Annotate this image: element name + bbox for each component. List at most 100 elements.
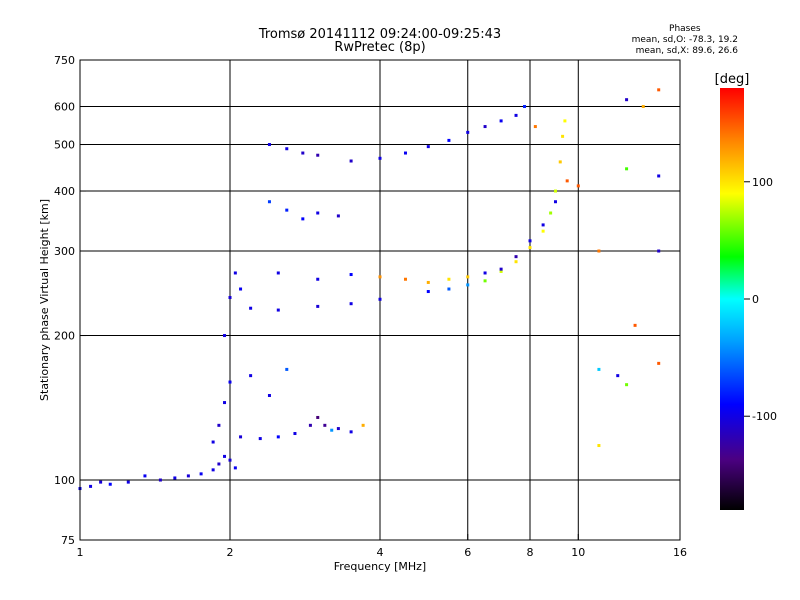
data-point <box>108 482 112 486</box>
y-axis-ticks: 75 100 200 300 400 500 600 750 <box>54 54 86 547</box>
x-tick-label: 6 <box>464 546 471 559</box>
data-point <box>499 267 503 271</box>
data-points <box>78 88 661 491</box>
data-point <box>316 153 320 157</box>
x-tick-label: 2 <box>227 546 234 559</box>
data-point <box>625 167 629 171</box>
data-point <box>499 119 503 123</box>
data-point <box>233 271 237 275</box>
data-point <box>217 462 221 466</box>
data-point <box>657 88 661 92</box>
y-tick-label: 100 <box>54 474 75 487</box>
data-point <box>426 280 430 284</box>
data-point <box>99 480 103 484</box>
data-point <box>625 98 629 102</box>
data-point <box>447 277 451 281</box>
data-point <box>223 334 227 338</box>
data-point <box>616 374 620 378</box>
data-point <box>657 174 661 178</box>
data-point <box>528 239 532 243</box>
data-point <box>323 423 327 427</box>
data-point <box>514 260 518 264</box>
data-point <box>199 472 203 476</box>
data-point <box>316 304 320 308</box>
data-point <box>211 468 215 472</box>
data-point <box>267 143 271 147</box>
y-tick-label: 600 <box>54 101 75 114</box>
data-point <box>657 361 661 365</box>
data-point <box>597 249 601 253</box>
data-point <box>349 302 353 306</box>
data-point <box>561 134 565 138</box>
grid-lines <box>80 60 680 540</box>
x-tick-label: 8 <box>527 546 534 559</box>
data-point <box>514 113 518 117</box>
phase-stats-x: mean, sd,X: 89.6, 26.6 <box>635 46 738 56</box>
data-point <box>336 214 340 218</box>
data-point <box>447 287 451 291</box>
data-point <box>641 105 645 109</box>
data-point <box>576 184 580 188</box>
y-tick-label: 750 <box>54 54 75 67</box>
data-point <box>285 367 289 371</box>
data-point <box>633 323 637 327</box>
data-point <box>228 458 232 462</box>
data-point <box>316 415 320 419</box>
data-point <box>403 277 407 281</box>
data-point <box>447 138 451 142</box>
data-point <box>285 208 289 212</box>
data-point <box>466 130 470 134</box>
data-point <box>565 179 569 183</box>
colorbar-tick-label: 100 <box>752 176 773 189</box>
x-tick-label: 10 <box>571 546 585 559</box>
colorbar-ticks: 100 0 -100 <box>744 176 777 423</box>
data-point <box>330 428 334 432</box>
y-tick-label: 500 <box>54 139 75 152</box>
data-point <box>316 277 320 281</box>
data-point <box>228 296 232 300</box>
data-point <box>597 444 601 448</box>
data-point <box>499 269 503 273</box>
data-point <box>301 151 305 155</box>
chart-title: Tromsø 20141112 09:24:00-09:25:43 <box>258 27 502 42</box>
data-point <box>553 189 557 193</box>
data-point <box>126 480 130 484</box>
data-point <box>233 466 237 470</box>
data-point <box>223 401 227 405</box>
data-point <box>483 125 487 129</box>
data-point <box>267 200 271 204</box>
colorbar-tick-label: 0 <box>752 293 759 306</box>
data-point <box>89 484 93 488</box>
phase-statistics: Phases mean, sd,O: -78.3, 19.2 mean, sd,… <box>632 24 738 57</box>
data-point <box>553 200 557 204</box>
data-point <box>523 105 527 109</box>
data-point <box>349 430 353 434</box>
data-point <box>276 308 280 312</box>
data-point <box>285 147 289 151</box>
phase-stats-heading: Phases <box>669 24 701 34</box>
data-point <box>301 217 305 221</box>
data-point <box>483 271 487 275</box>
data-point <box>186 474 190 478</box>
data-point <box>541 223 545 227</box>
data-point <box>378 156 382 160</box>
data-point <box>228 380 232 384</box>
data-point <box>143 474 147 478</box>
data-point <box>378 297 382 301</box>
data-point <box>239 435 243 439</box>
data-point <box>558 160 562 164</box>
data-point <box>597 367 601 371</box>
data-point <box>549 211 553 215</box>
chart-subtitle: RwPretec (8p) <box>334 40 426 55</box>
data-point <box>466 283 470 287</box>
data-point <box>249 374 253 378</box>
y-tick-label: 75 <box>61 534 75 547</box>
data-point <box>426 145 430 149</box>
data-point <box>258 437 262 441</box>
data-point <box>563 119 567 123</box>
colorbar <box>720 88 744 510</box>
colorbar-tick-label: -100 <box>752 410 777 423</box>
data-point <box>533 125 537 129</box>
data-point <box>483 279 487 283</box>
data-point <box>293 432 297 436</box>
